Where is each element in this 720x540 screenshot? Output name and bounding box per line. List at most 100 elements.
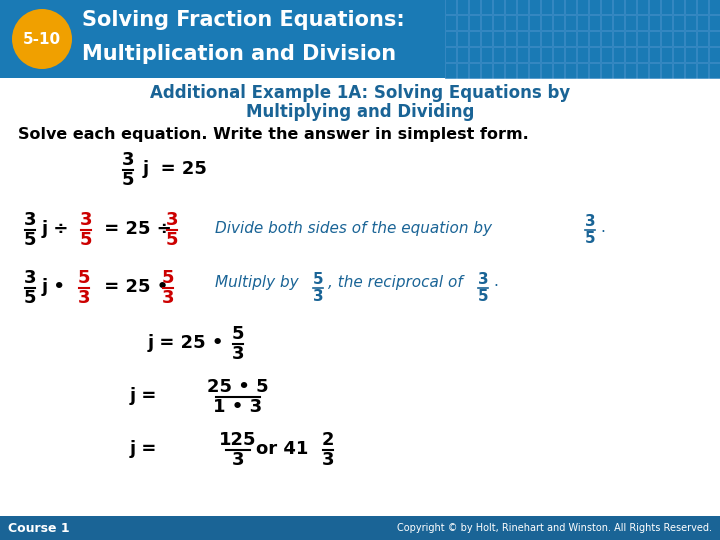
Bar (709, 31, 720, 46)
Bar (589, 0, 600, 14)
Bar (577, 0, 588, 14)
Bar (565, 0, 576, 14)
Text: 5-10: 5-10 (23, 31, 61, 46)
Bar (469, 63, 480, 78)
Bar (565, 63, 576, 78)
Bar (565, 47, 576, 62)
Bar (481, 31, 492, 46)
Bar (565, 15, 576, 30)
Bar (517, 47, 528, 62)
Circle shape (12, 9, 72, 69)
Bar (649, 31, 660, 46)
Bar (613, 15, 624, 30)
Bar (0, 516, 720, 540)
Bar (649, 15, 660, 30)
Text: Course 1: Course 1 (8, 522, 70, 535)
Bar (625, 31, 636, 46)
Bar (625, 0, 636, 14)
Bar (493, 0, 504, 14)
Bar (445, 31, 456, 46)
Bar (685, 15, 696, 30)
Bar (469, 0, 480, 14)
Bar (457, 63, 468, 78)
Bar (457, 31, 468, 46)
Bar (625, 63, 636, 78)
Bar (553, 63, 564, 78)
Bar (673, 15, 684, 30)
Text: 5: 5 (24, 231, 36, 249)
Bar (697, 63, 708, 78)
Bar (493, 63, 504, 78)
Bar (469, 47, 480, 62)
Bar (445, 15, 456, 30)
Text: 3: 3 (312, 289, 323, 304)
Text: j ÷: j ÷ (42, 220, 69, 238)
Bar (697, 0, 708, 14)
Text: Multiplying and Dividing: Multiplying and Dividing (246, 103, 474, 121)
Bar (505, 47, 516, 62)
Bar (577, 15, 588, 30)
Bar (697, 47, 708, 62)
Bar (697, 15, 708, 30)
Bar (709, 47, 720, 62)
Bar (625, 15, 636, 30)
Text: 2: 2 (322, 431, 334, 449)
Bar (637, 31, 648, 46)
Text: .: . (493, 274, 498, 289)
Bar (601, 47, 612, 62)
Bar (649, 47, 660, 62)
Text: Additional Example 1A: Solving Equations by: Additional Example 1A: Solving Equations… (150, 84, 570, 102)
Text: Solve each equation. Write the answer in simplest form.: Solve each equation. Write the answer in… (18, 127, 528, 143)
Bar (541, 63, 552, 78)
Bar (469, 31, 480, 46)
Text: 5: 5 (166, 231, 179, 249)
Bar (481, 0, 492, 14)
Bar (0, 0, 720, 78)
Bar (589, 31, 600, 46)
Text: j =: j = (130, 387, 158, 405)
Text: j =: j = (130, 440, 158, 458)
Bar (541, 0, 552, 14)
Bar (517, 0, 528, 14)
Bar (553, 0, 564, 14)
Text: .: . (600, 220, 605, 235)
Bar (493, 15, 504, 30)
Bar (577, 63, 588, 78)
Bar (541, 15, 552, 30)
Text: 5: 5 (24, 289, 36, 307)
Text: = 25 ÷: = 25 ÷ (98, 220, 172, 238)
Text: 3: 3 (122, 151, 134, 169)
Bar (601, 0, 612, 14)
Bar (505, 31, 516, 46)
Text: Multiply by: Multiply by (215, 274, 299, 289)
Bar (673, 0, 684, 14)
Text: 5: 5 (78, 269, 90, 287)
Text: or 41: or 41 (256, 440, 308, 458)
Bar (661, 63, 672, 78)
Text: 5: 5 (232, 325, 244, 343)
Bar (493, 47, 504, 62)
Text: 3: 3 (232, 345, 244, 363)
Bar (481, 15, 492, 30)
Bar (505, 15, 516, 30)
Text: 3: 3 (232, 451, 244, 469)
Bar (445, 47, 456, 62)
Bar (709, 0, 720, 14)
Text: 5: 5 (585, 231, 595, 246)
Text: j •: j • (42, 278, 66, 296)
Text: Copyright © by Holt, Rinehart and Winston. All Rights Reserved.: Copyright © by Holt, Rinehart and Winsto… (397, 523, 712, 533)
Bar (589, 47, 600, 62)
Bar (661, 47, 672, 62)
Bar (709, 15, 720, 30)
Text: 3: 3 (322, 451, 334, 469)
Bar (457, 47, 468, 62)
Bar (625, 47, 636, 62)
Bar (637, 63, 648, 78)
Bar (613, 31, 624, 46)
Bar (637, 0, 648, 14)
Bar (649, 63, 660, 78)
Bar (613, 0, 624, 14)
Bar (697, 31, 708, 46)
Bar (649, 0, 660, 14)
Text: 3: 3 (24, 269, 36, 287)
